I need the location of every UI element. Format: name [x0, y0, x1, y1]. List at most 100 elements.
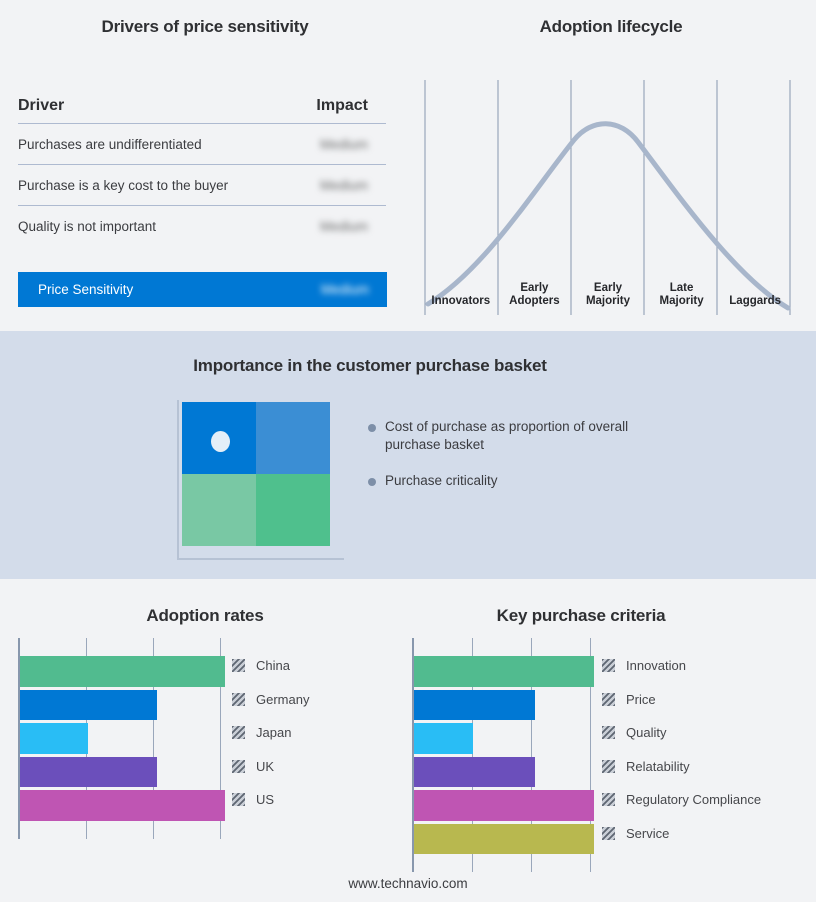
bar-china: [20, 656, 225, 687]
quadrant-cell-bottom-right: [256, 474, 330, 546]
segment-line1: Early: [520, 282, 549, 294]
bar-regulatory-compliance: [414, 790, 594, 821]
legend-item: Regulatory Compliance: [602, 783, 761, 817]
hatched-swatch-icon: [232, 759, 245, 773]
segment-line2: Majority: [659, 295, 704, 307]
legend-item: Quality: [602, 716, 761, 750]
segment-line2: Innovators: [431, 295, 491, 307]
basket-legend: Cost of purchase as proportion of overal…: [368, 418, 668, 508]
legend-item: China: [232, 649, 309, 683]
gridline: [220, 638, 221, 839]
legend-label: Germany: [256, 691, 310, 707]
quadrant-cell-top-left: [182, 402, 256, 474]
column-header-impact: Impact: [316, 97, 368, 114]
impact-value: Medium: [319, 136, 368, 152]
legend-item: Purchase criticality: [368, 472, 668, 490]
criteria-plot-area: [412, 638, 594, 872]
hatched-swatch-icon: [232, 793, 245, 807]
lifecycle-segment-labels: Innovators Early Adopters Early Majority…: [424, 271, 792, 311]
bar-uk: [20, 756, 157, 787]
quadrant-cell-top-right: [256, 402, 330, 474]
legend-item: UK: [232, 750, 309, 784]
hatched-swatch-icon: [602, 759, 615, 773]
legend-label: Regulatory Compliance: [626, 792, 762, 808]
drivers-panel-title: Drivers of price sensitivity: [101, 17, 309, 36]
bar-us: [20, 790, 225, 821]
driver-label: Purchases are undifferentiated: [18, 136, 202, 152]
bar-innovation: [414, 656, 594, 687]
bar-germany: [20, 689, 157, 720]
segment-line2: Adopters: [509, 295, 560, 307]
drivers-table: Driver Impact Purchases are undifferenti…: [18, 92, 386, 247]
gridline: [472, 638, 473, 872]
price-sensitivity-label: Price Sensitivity: [38, 282, 134, 297]
segment-line2: Majority: [585, 295, 631, 307]
hatched-swatch-icon: [232, 726, 245, 740]
adoption-plot-area: [18, 638, 225, 839]
criteria-y-axis: [412, 638, 414, 872]
legend-item: US: [232, 783, 309, 817]
lifecycle-curve: [425, 121, 791, 311]
legend-label: China: [256, 658, 290, 674]
gridline: [153, 638, 154, 839]
segment-line1: Early: [593, 282, 623, 294]
price-sensitivity-impact: Medium: [320, 282, 369, 297]
lifecycle-segment-innovators: Innovators: [424, 271, 498, 311]
legend-item: Relatability: [602, 750, 761, 784]
segment-line2: Laggards: [729, 295, 782, 307]
impact-value: Medium: [319, 219, 368, 234]
legend-label: Innovation: [626, 658, 686, 674]
segment-line1: Late: [669, 282, 694, 294]
adoption-y-axis: [18, 638, 20, 839]
driver-label: Purchase is a key cost to the buyer: [18, 177, 229, 193]
bar-quality: [414, 723, 473, 754]
legend-label: Quality: [626, 725, 667, 741]
hatched-swatch-icon: [232, 692, 245, 706]
legend-item: Japan: [232, 716, 309, 750]
adoption-panel-title: Adoption rates: [146, 606, 264, 625]
lifecycle-segment-early-adopters: Early Adopters: [498, 271, 572, 311]
basket-panel-title: Importance in the customer purchase bask…: [193, 356, 547, 375]
driver-label: Quality is not important: [18, 219, 157, 234]
hatched-swatch-icon: [602, 826, 615, 840]
legend-item: Price: [602, 683, 761, 717]
legend-item: Germany: [232, 683, 309, 717]
lifecycle-segment-laggards: Laggards: [718, 271, 792, 311]
hatched-swatch-icon: [602, 692, 615, 706]
bullet-icon: [368, 424, 376, 432]
middle-band: [0, 331, 816, 579]
criteria-panel-title: Key purchase criteria: [496, 606, 666, 625]
table-header-row: Driver Impact: [18, 92, 386, 124]
purchase-basket-quadrant-chart: [182, 402, 330, 546]
legend-label: UK: [256, 758, 275, 774]
hatched-swatch-icon: [602, 793, 615, 807]
hatched-swatch-icon: [232, 659, 245, 673]
gridline: [590, 638, 591, 872]
legend-label: Relatability: [626, 758, 690, 774]
quadrant-cell-bottom-left: [182, 474, 256, 546]
lifecycle-panel-title: Adoption lifecycle: [539, 17, 683, 36]
adoption-lifecycle-chart: [424, 80, 791, 315]
criteria-legend: Innovation Price Quality Relatability Regula…: [602, 649, 761, 850]
bottom-band: [0, 579, 816, 902]
legend-label: Service: [626, 825, 670, 841]
legend-label: Cost of purchase as proportion of overal…: [385, 419, 629, 452]
quadrant-position-marker: [211, 431, 230, 452]
table-row: Purchase is a key cost to the buyer Medi…: [18, 165, 386, 206]
column-header-driver: Driver: [18, 97, 65, 114]
footer-url: www.technavio.com: [348, 876, 468, 891]
gridline: [531, 638, 532, 872]
quadrant-x-axis: [177, 558, 344, 560]
bar-relatability: [414, 756, 535, 787]
price-sensitivity-highlight-row: Price Sensitivity Medium: [18, 272, 387, 307]
adoption-legend: China Germany Japan UK US: [232, 649, 309, 817]
legend-label: Japan: [256, 725, 292, 741]
bar-service: [414, 823, 594, 854]
legend-item: Innovation: [602, 649, 761, 683]
legend-label: US: [256, 792, 275, 808]
table-row: Purchases are undifferentiated Medium: [18, 124, 386, 165]
bar-price: [414, 689, 535, 720]
legend-label: Purchase criticality: [385, 473, 498, 488]
bar-japan: [20, 723, 88, 754]
